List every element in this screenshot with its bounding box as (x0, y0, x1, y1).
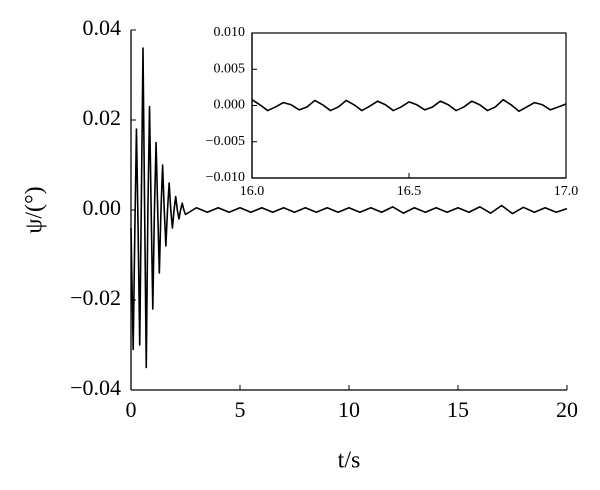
y-tick-label: −0.02 (70, 285, 121, 310)
y-tick-label: 0.000 (214, 98, 246, 113)
y-tick-label: 0.04 (83, 15, 122, 40)
inset-frame (251, 32, 567, 179)
x-tick-label: 10 (338, 397, 360, 422)
x-tick-label: 20 (556, 397, 578, 422)
data-line (251, 98, 567, 113)
x-tick-label: 15 (447, 397, 469, 422)
y-tick-label: 0.010 (214, 25, 246, 40)
data-line (130, 47, 568, 369)
x-axis-label: t/s (338, 448, 361, 474)
y-tick-label: 0.02 (83, 105, 122, 130)
y-tick-label: −0.010 (206, 170, 245, 185)
y-tick-label: −0.04 (70, 375, 121, 400)
y-tick-label: 0.005 (214, 61, 246, 76)
y-tick-label: 0.00 (83, 195, 122, 220)
y-axis-label: ψ/(°) (22, 186, 48, 233)
x-tick-label: 17.0 (554, 184, 579, 199)
x-tick-label: 5 (235, 397, 246, 422)
y-tick-label: −0.005 (206, 134, 245, 149)
x-tick-label: 0 (126, 397, 137, 422)
x-tick-label: 16.0 (240, 184, 265, 199)
x-tick-label: 16.5 (397, 184, 422, 199)
